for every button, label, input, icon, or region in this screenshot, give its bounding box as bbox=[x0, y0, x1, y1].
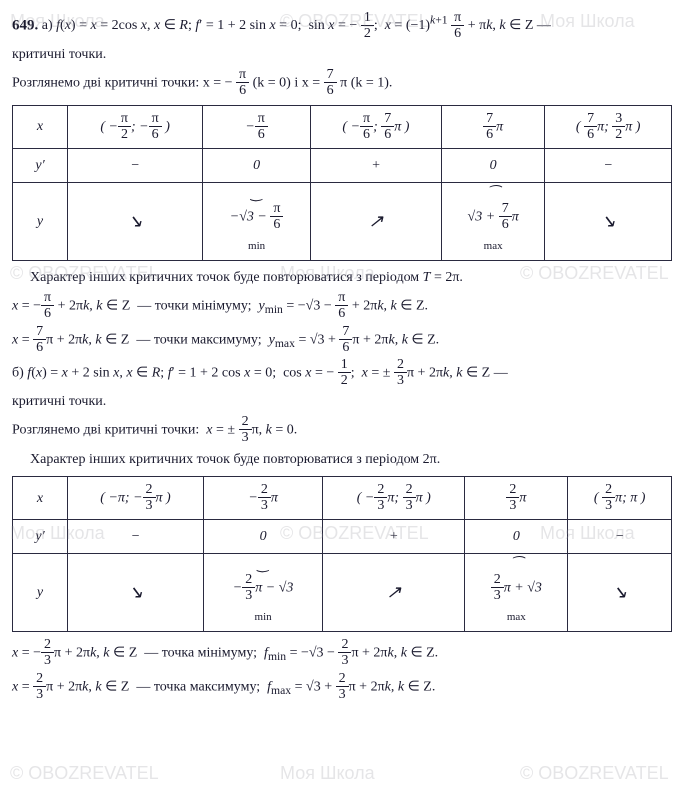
table-b: x ( −π; −23π ) −23π ( −23π; 23π ) 23π ( … bbox=[12, 476, 672, 632]
cell: 0 bbox=[465, 520, 568, 554]
cell: − bbox=[68, 149, 203, 183]
table-row: y′ − 0 + 0 − bbox=[13, 520, 672, 554]
cell: ( −23π; 23π ) bbox=[323, 476, 465, 519]
partA-text-2: критичні точки. bbox=[12, 44, 672, 65]
cell: − bbox=[545, 149, 672, 183]
cell: ‿ −√3 − π6 min bbox=[203, 183, 311, 261]
problem-number: 649. bbox=[12, 17, 38, 33]
afterB-max: x = 23π + 2πk, k ∈ Z — точка максимуму; … bbox=[12, 672, 672, 702]
table-row: x ( −π; −23π ) −23π ( −23π; 23π ) 23π ( … bbox=[13, 476, 672, 519]
col-header-x: x bbox=[13, 476, 68, 519]
afterB-min: x = −23π + 2πk, k ∈ Z — точка мінімуму; … bbox=[12, 638, 672, 668]
cell: ‿ −23π − √3 min bbox=[204, 554, 323, 632]
cell: ( −π2; −π6 ) bbox=[68, 105, 203, 148]
watermark-text: © OBOZREVATEL bbox=[10, 760, 159, 787]
table-row: y ↘ ‿ −√3 − π6 min ↗ ⁀ √3 + 76π max ↘ bbox=[13, 183, 672, 261]
cell: + bbox=[323, 520, 465, 554]
col-header-yp: y′ bbox=[13, 149, 68, 183]
cell: ↘ bbox=[568, 554, 672, 632]
col-header-yp: y′ bbox=[13, 520, 68, 554]
watermark-text: © OBOZREVATEL bbox=[520, 760, 669, 787]
cell: −23π bbox=[204, 476, 323, 519]
cell: −π6 bbox=[203, 105, 311, 148]
table-row: y ↘ ‿ −23π − √3 min ↗ ⁀ 23π + √3 max ↘ bbox=[13, 554, 672, 632]
cell: 0 bbox=[441, 149, 545, 183]
partB-text-2: критичні точки. bbox=[12, 391, 672, 412]
cell: ( −π; −23π ) bbox=[68, 476, 204, 519]
cell: ↗ bbox=[323, 554, 465, 632]
table-a: x ( −π2; −π6 ) −π6 ( −π6; 76π ) 76π ( 76… bbox=[12, 105, 672, 261]
watermark-text: Моя Школа bbox=[280, 760, 375, 787]
cell: 76π bbox=[441, 105, 545, 148]
cell: ↘ bbox=[545, 183, 672, 261]
cell: ↘ bbox=[68, 183, 203, 261]
afterA-period: Характер інших критичних точок буде повт… bbox=[12, 267, 672, 288]
partA-text-3: Розглянемо дві критичні точки: x = − π6 … bbox=[12, 68, 672, 98]
col-header-x: x bbox=[13, 105, 68, 148]
afterA-max: x = 76π + 2πk, k ∈ Z — точки максимуму; … bbox=[12, 325, 672, 355]
cell: ⁀ √3 + 76π max bbox=[441, 183, 545, 261]
partB-text-1: б) f(x) = x + 2 sin x, x ∈ R; f′ = 1 + 2… bbox=[12, 358, 672, 388]
cell: ( 76π; 32π ) bbox=[545, 105, 672, 148]
partB-text-3: Розглянемо дві критичні точки: x = ± 23π… bbox=[12, 415, 672, 445]
cell: ( 23π; π ) bbox=[568, 476, 672, 519]
col-header-y: y bbox=[13, 183, 68, 261]
cell: ( −π6; 76π ) bbox=[311, 105, 442, 148]
table-row: x ( −π2; −π6 ) −π6 ( −π6; 76π ) 76π ( 76… bbox=[13, 105, 672, 148]
cell: + bbox=[311, 149, 442, 183]
cell: 23π bbox=[465, 476, 568, 519]
problem-heading: 649. a) f(x) = x = 2cos x, x ∈ R; f′ = 1… bbox=[12, 11, 672, 41]
cell: 0 bbox=[204, 520, 323, 554]
cell: ↘ bbox=[68, 554, 204, 632]
cell: − bbox=[68, 520, 204, 554]
table-row: y′ − 0 + 0 − bbox=[13, 149, 672, 183]
afterA-min: x = −π6 + 2πk, k ∈ Z — точки мінімуму; y… bbox=[12, 291, 672, 321]
partA-text-1: a) f(x) = x = 2cos x, x ∈ R; f′ = 1 + 2 … bbox=[42, 18, 551, 33]
cell: 0 bbox=[203, 149, 311, 183]
cell: ↗ bbox=[311, 183, 442, 261]
afterB-period: Характер інших критичних точок буде повт… bbox=[12, 449, 672, 470]
col-header-y: y bbox=[13, 554, 68, 632]
cell: ⁀ 23π + √3 max bbox=[465, 554, 568, 632]
cell: − bbox=[568, 520, 672, 554]
